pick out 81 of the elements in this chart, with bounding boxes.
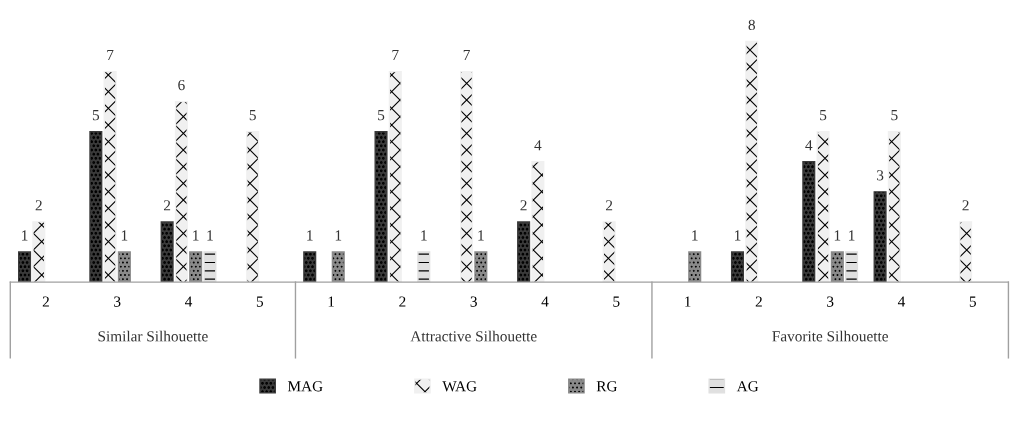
data-label: 1 bbox=[421, 230, 427, 241]
data-label: 1 bbox=[834, 230, 841, 241]
data-label: 4 bbox=[805, 140, 813, 151]
x-tick-label: 1 bbox=[328, 296, 335, 307]
bar bbox=[331, 251, 345, 283]
bar bbox=[89, 131, 103, 283]
bar bbox=[246, 131, 260, 283]
bar bbox=[688, 251, 702, 283]
data-label: 2 bbox=[35, 200, 42, 211]
x-tick-label: 3 bbox=[114, 296, 121, 307]
bar bbox=[160, 221, 174, 283]
data-label: 8 bbox=[748, 19, 755, 31]
bar bbox=[745, 40, 759, 283]
data-label: 1 bbox=[335, 230, 342, 241]
bar bbox=[830, 251, 844, 283]
data-label: 2 bbox=[163, 200, 171, 211]
bar bbox=[189, 251, 203, 283]
x-tick-label: 5 bbox=[256, 296, 264, 307]
x-tick-label: 1 bbox=[685, 296, 691, 307]
x-tick-label: 2 bbox=[42, 296, 49, 307]
bar bbox=[32, 221, 46, 283]
bar bbox=[531, 161, 545, 283]
bar bbox=[730, 251, 745, 283]
legend-label: AG bbox=[736, 381, 759, 392]
bar bbox=[374, 131, 388, 283]
bar bbox=[887, 131, 901, 283]
x-tick-label: 3 bbox=[827, 296, 834, 307]
bar bbox=[417, 251, 431, 283]
legend-label: RG bbox=[596, 381, 618, 392]
data-label: 2 bbox=[606, 200, 613, 211]
bar bbox=[802, 161, 816, 283]
data-label: 1 bbox=[735, 230, 741, 241]
data-label: 1 bbox=[849, 230, 855, 241]
bar bbox=[460, 70, 474, 283]
bar bbox=[474, 251, 488, 283]
data-label: 5 bbox=[249, 110, 256, 121]
text: Attractive Silhouette bbox=[410, 330, 537, 342]
bar bbox=[602, 221, 616, 283]
bar bbox=[873, 191, 887, 283]
x-tick-label: 2 bbox=[399, 296, 406, 307]
data-label: 7 bbox=[392, 49, 399, 60]
x-tick-label: 4 bbox=[897, 296, 906, 307]
x-tick-label: 4 bbox=[185, 296, 193, 307]
data-label: 6 bbox=[178, 79, 185, 91]
bar bbox=[303, 251, 317, 283]
data-label: 7 bbox=[107, 49, 114, 60]
data-label: 1 bbox=[207, 230, 213, 241]
data-label: 1 bbox=[478, 230, 484, 241]
legend-label: WAG bbox=[442, 381, 477, 392]
data-label: 2 bbox=[962, 200, 969, 211]
bar bbox=[816, 131, 830, 283]
text: Similar Silhouette bbox=[98, 330, 208, 342]
data-label: 1 bbox=[22, 230, 28, 241]
bar bbox=[959, 221, 973, 283]
text: Favorite Silhouette bbox=[772, 330, 888, 342]
bar bbox=[117, 251, 131, 283]
bar bbox=[203, 251, 217, 283]
data-label: 7 bbox=[463, 49, 470, 60]
data-label: 1 bbox=[307, 230, 313, 241]
data-label: 5 bbox=[820, 110, 827, 121]
data-label: 1 bbox=[193, 230, 199, 241]
data-label: 1 bbox=[692, 230, 698, 241]
x-tick-label: 2 bbox=[755, 296, 762, 307]
data-label: 5 bbox=[378, 110, 385, 121]
data-label: 5 bbox=[891, 110, 898, 121]
x-tick-label: 3 bbox=[470, 296, 477, 307]
bar bbox=[18, 251, 32, 283]
x-tick-label: 4 bbox=[541, 296, 549, 307]
bar bbox=[103, 70, 117, 283]
x-tick-label: 5 bbox=[613, 296, 620, 307]
x-tick-label: 5 bbox=[969, 296, 976, 307]
data-label: 5 bbox=[92, 110, 100, 121]
bar bbox=[517, 221, 531, 283]
bar bbox=[174, 100, 188, 283]
data-label: 4 bbox=[534, 140, 542, 151]
data-label: 2 bbox=[520, 200, 527, 211]
data-label: 3 bbox=[877, 170, 884, 181]
bar bbox=[388, 70, 402, 283]
data-label: 1 bbox=[121, 230, 128, 241]
legend-label: MAG bbox=[287, 381, 323, 392]
bar bbox=[845, 251, 859, 283]
